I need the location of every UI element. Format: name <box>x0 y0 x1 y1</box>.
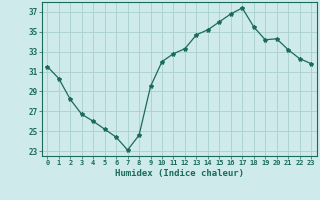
X-axis label: Humidex (Indice chaleur): Humidex (Indice chaleur) <box>115 169 244 178</box>
